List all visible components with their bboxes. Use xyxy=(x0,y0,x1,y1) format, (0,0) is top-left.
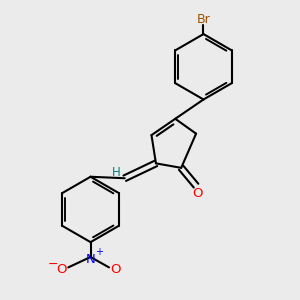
Text: Br: Br xyxy=(196,13,210,26)
Text: O: O xyxy=(56,263,67,276)
Text: +: + xyxy=(95,247,103,257)
Text: O: O xyxy=(110,263,121,276)
Text: O: O xyxy=(192,188,203,200)
Text: N: N xyxy=(86,253,95,266)
Text: H: H xyxy=(111,166,120,179)
Text: −: − xyxy=(48,258,58,271)
